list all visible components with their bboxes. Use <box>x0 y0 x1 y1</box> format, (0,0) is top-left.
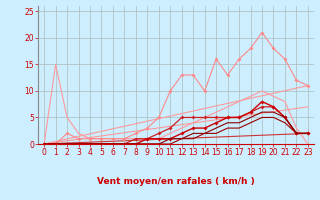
X-axis label: Vent moyen/en rafales ( km/h ): Vent moyen/en rafales ( km/h ) <box>97 177 255 186</box>
